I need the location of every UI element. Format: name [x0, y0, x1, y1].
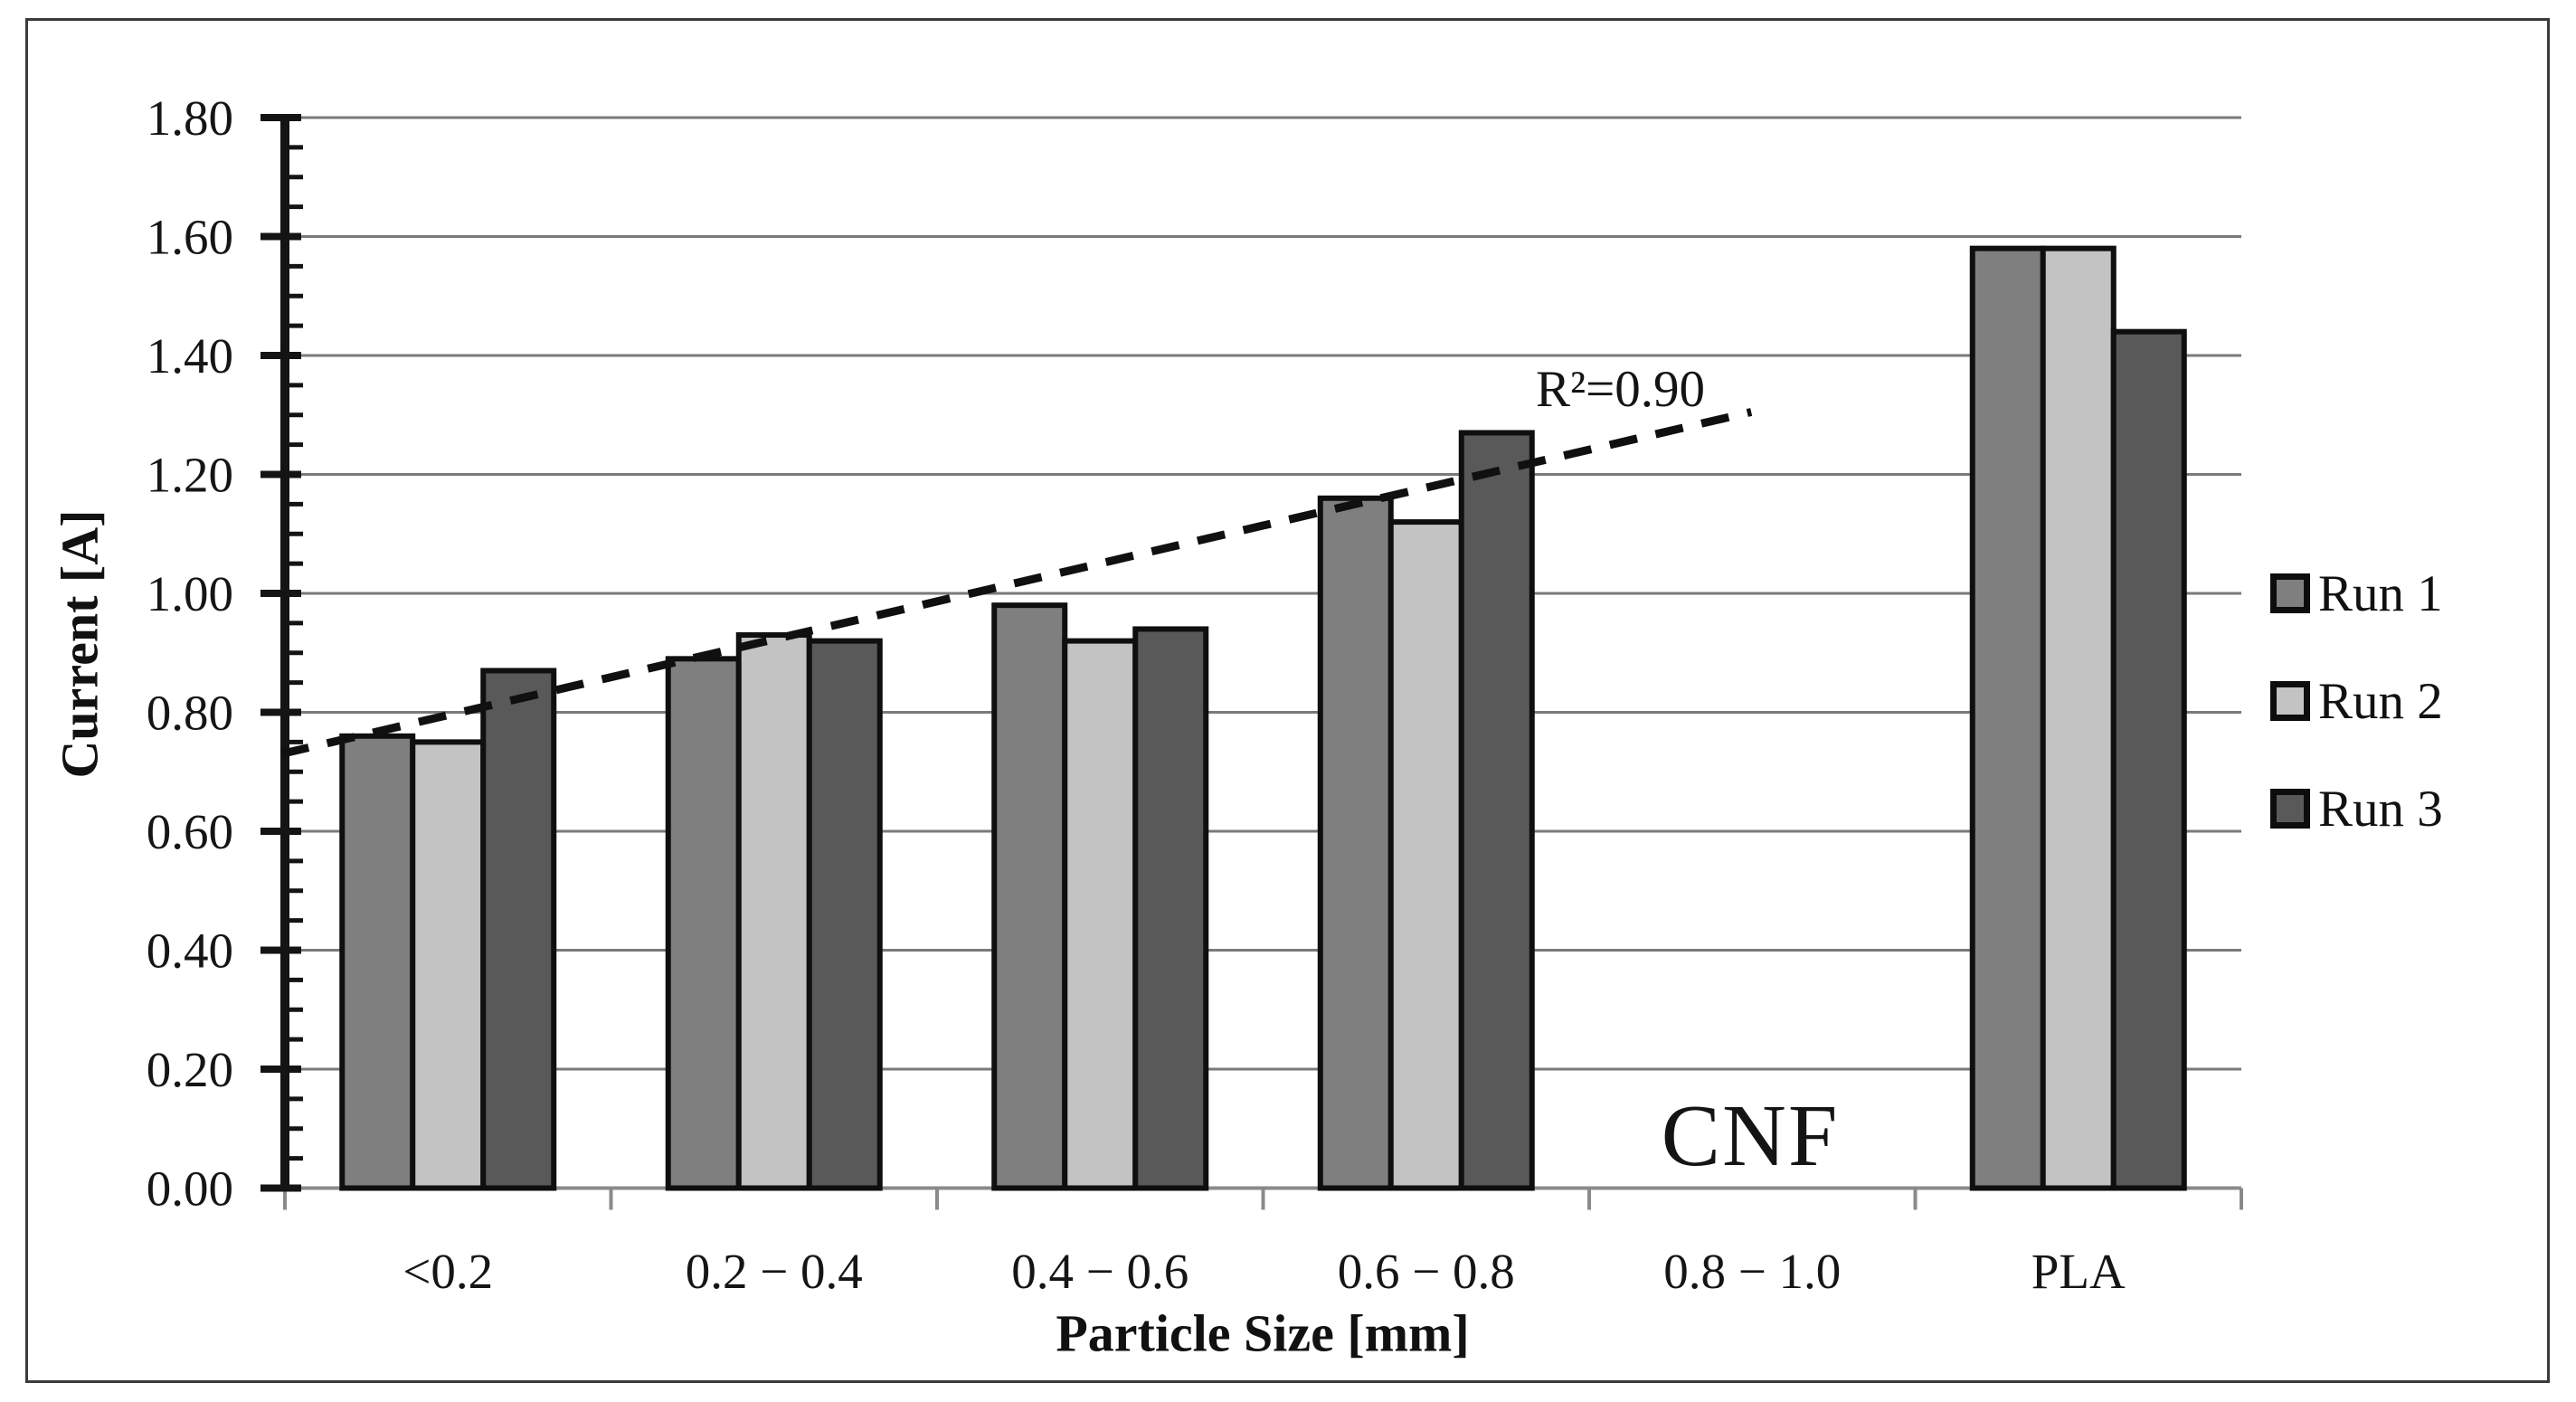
legend-label: Run 1	[2318, 564, 2443, 622]
run1-marker-icon	[2270, 573, 2310, 613]
x-axis-title: Particle Size [mm]	[1056, 1303, 1470, 1363]
y-tick-label: 0.80	[147, 686, 233, 741]
y-tick-label: 1.80	[147, 90, 233, 146]
bar-run1-3	[1317, 495, 1394, 1191]
figure-border	[25, 18, 2550, 1383]
bar-run3-1	[806, 638, 883, 1191]
x-tick-label: 0.8 − 1.0	[1663, 1244, 1841, 1299]
bar-run3-2	[1132, 626, 1209, 1191]
bar-run3-0	[480, 668, 557, 1191]
legend-label: Run 2	[2318, 672, 2443, 730]
x-tick-label: PLA	[2031, 1244, 2126, 1299]
bar-run1-1	[665, 656, 742, 1191]
bar-run2-5	[2040, 245, 2117, 1191]
y-tick-label: 1.00	[147, 566, 233, 621]
x-tick-label: 0.6 − 0.8	[1338, 1244, 1515, 1299]
trendline	[279, 408, 1753, 758]
bar-run2-2	[1062, 638, 1139, 1191]
legend-label: Run 3	[2318, 780, 2443, 838]
bar-run1-5	[1969, 245, 2046, 1191]
y-tick-label: 0.00	[147, 1161, 233, 1217]
y-tick-label: 0.40	[147, 924, 233, 979]
cnf-annotation: CNF	[1661, 1087, 1840, 1185]
bar-run1-2	[991, 602, 1068, 1191]
legend-item-run3: Run 3	[2270, 780, 2443, 838]
y-tick-label: 0.60	[147, 804, 233, 859]
bar-run2-3	[1387, 519, 1464, 1191]
bar-run1-0	[339, 733, 416, 1191]
r-squared-annotation: R²=0.90	[1536, 361, 1706, 418]
bar-run2-1	[735, 632, 812, 1191]
run2-marker-icon	[2270, 681, 2310, 721]
y-axis-title: Current [A]	[50, 509, 109, 779]
bar-run3-5	[2110, 328, 2187, 1191]
legend: Run 1 Run 2 Run 3	[2270, 564, 2443, 887]
y-tick-label: 1.20	[147, 448, 233, 503]
legend-item-run1: Run 1	[2270, 564, 2443, 622]
x-tick-label: <0.2	[402, 1244, 493, 1299]
y-tick-label: 1.40	[147, 328, 233, 384]
x-tick-label: 0.2 − 0.4	[686, 1244, 863, 1299]
y-tick-label: 1.60	[147, 210, 233, 265]
legend-item-run2: Run 2	[2270, 672, 2443, 730]
run3-marker-icon	[2270, 789, 2310, 829]
bar-run3-3	[1458, 430, 1535, 1191]
y-tick-label: 0.20	[147, 1042, 233, 1097]
x-tick-label: 0.4 − 0.6	[1011, 1244, 1189, 1299]
bar-run2-0	[410, 739, 487, 1191]
